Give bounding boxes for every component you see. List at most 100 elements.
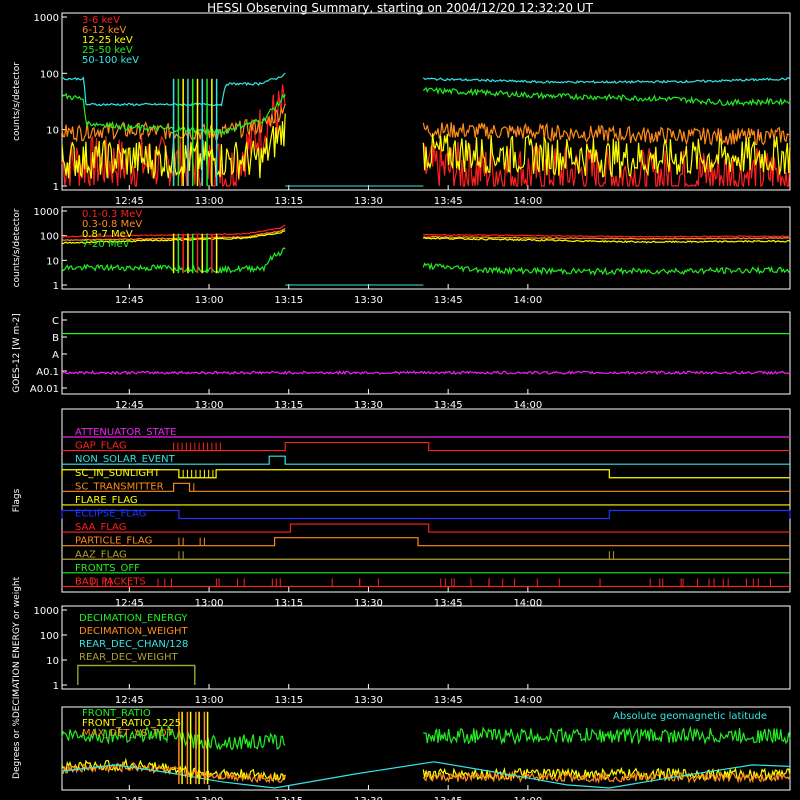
ratios-legend-entry: FRONT_RATIO	[82, 708, 151, 719]
ratios-series-3-line	[61, 761, 791, 789]
flag-line	[62, 523, 790, 533]
high-x-tick-label: 13:15	[274, 295, 303, 306]
decimation-x-tick-label: 13:30	[354, 695, 383, 706]
flag-line	[62, 537, 790, 547]
goes-x-tick-label: 13:15	[274, 400, 303, 411]
high-plot-frame	[61, 206, 791, 290]
flag-label: PARTICLE_FLAG	[75, 536, 152, 547]
flag-label: NON_SOLAR_EVENT	[75, 454, 176, 465]
low-x-tick-label: 13:15	[274, 196, 303, 207]
high-legend-entry: 0.1-0.3 MeV	[82, 209, 142, 220]
low-plot-frame	[61, 12, 791, 191]
flag-line	[61, 469, 790, 479]
ratios-legend-entry: FRONT_RATIO_1225	[82, 718, 181, 729]
flag-label: FLARE_FLAG	[75, 495, 138, 506]
low-x-tick-label: 12:45	[115, 196, 144, 207]
goes-y-tick-label: A	[52, 350, 59, 361]
ratios-x-tick-label: 13:15	[274, 796, 303, 800]
goes-series-1-line	[61, 370, 791, 376]
decimation-plot-frame	[61, 605, 791, 690]
ratios-x-tick-label: 13:00	[195, 796, 224, 800]
low-legend-entry: 12-25 keV	[82, 35, 133, 46]
high-series-3-line	[422, 261, 791, 276]
decimation-legend-entry: REAR_DEC_CHAN/128	[79, 639, 188, 650]
decimation-legend-entry: DECIMATION_ENERGY	[79, 613, 188, 624]
goes-plot-frame	[61, 311, 791, 395]
goes-y-tick-label: B	[52, 333, 59, 344]
decimation-y-tick-label: 100	[40, 631, 59, 642]
high-y-tick-label: 1000	[34, 207, 59, 218]
high-x-tick-label: 12:45	[115, 295, 144, 306]
decimation-legend-entry: REAR_DEC_WEIGHT	[79, 652, 178, 663]
high-y-tick-label: 10	[46, 256, 59, 267]
decimation-x-tick-label: 13:00	[195, 695, 224, 706]
ratios-x-tick-label: 13:45	[434, 796, 463, 800]
ratios-plot-frame	[61, 706, 791, 791]
flags-x-tick-label: 12:45	[115, 598, 144, 609]
flag-line	[62, 455, 790, 465]
low-x-tick-label: 14:00	[513, 196, 542, 207]
ratios-x-tick-label: 13:30	[354, 796, 383, 800]
flag-label: SAA_FLAG	[75, 522, 126, 533]
decimation-series-3-line	[77, 664, 196, 685]
decimation-x-tick-label: 14:00	[513, 695, 542, 706]
flag-label: ATTENUATOR_STATE	[75, 427, 176, 438]
high-legend-entry: 7-20 MeV	[82, 239, 130, 250]
low-legend-entry: 25-50 keV	[82, 45, 133, 56]
ratios-legend-entry: MAX_DET_VS_TOT	[82, 728, 174, 739]
high-legend-entry: 0.8-7 MeV	[82, 229, 133, 240]
decimation-x-tick-label: 12:45	[115, 695, 144, 706]
low-series-2-line	[422, 133, 791, 178]
low-legend-entry: 3-6 keV	[82, 15, 120, 26]
low-x-tick-label: 13:00	[195, 196, 224, 207]
ratios-series-2-line	[61, 761, 286, 784]
low-x-tick-label: 13:45	[434, 196, 463, 207]
flags-x-tick-label: 13:45	[434, 598, 463, 609]
goes-x-tick-label: 13:00	[195, 400, 224, 411]
low-y-axis-label: counts/s/detector	[12, 62, 22, 141]
flags-plot-frame	[61, 408, 791, 593]
ratios-legend-entry: Absolute geomagnetic latitude	[613, 711, 767, 722]
ratios-x-tick-label: 14:00	[513, 796, 542, 800]
flag-line	[62, 441, 790, 452]
goes-y-tick-label: A0.01	[30, 384, 59, 395]
high-x-tick-label: 14:00	[513, 295, 542, 306]
flag-label: SC_IN_SUNLIGHT	[75, 468, 161, 479]
low-y-tick-label: 1	[53, 182, 59, 193]
flags-x-tick-label: 13:30	[354, 598, 383, 609]
goes-y-axis-label: GOES-12 [W m-2]	[12, 313, 22, 393]
flag-label: ECLIPSE_FLAG	[75, 509, 146, 520]
high-legend-entry: 0.3-0.8 MeV	[82, 219, 142, 230]
decimation-x-tick-label: 13:45	[434, 695, 463, 706]
goes-y-tick-label: A0.1	[36, 367, 59, 378]
flag-line	[62, 482, 790, 492]
low-y-tick-label: 100	[40, 69, 59, 80]
flag-line	[61, 509, 791, 520]
high-y-tick-label: 1	[53, 281, 59, 292]
high-series-1-line	[423, 235, 791, 240]
high-series-2-line	[422, 236, 791, 244]
decimation-y-axis-label: DECIMATION ENERGY or weight	[12, 576, 22, 718]
flag-label: AAZ_FLAG	[75, 549, 127, 560]
flag-label: SC_TRANSMITTER	[75, 481, 164, 492]
low-series-4-line	[422, 77, 791, 85]
low-legend-entry: 6-12 keV	[82, 25, 126, 36]
decimation-y-tick-label: 10	[46, 656, 59, 667]
goes-x-tick-label: 12:45	[115, 400, 144, 411]
flag-label: FRONTS_OFF	[75, 563, 140, 574]
flags-x-tick-label: 13:15	[274, 598, 303, 609]
goes-x-tick-label: 13:45	[434, 400, 463, 411]
decimation-y-tick-label: 1	[53, 681, 59, 692]
high-series-0-line	[423, 233, 791, 238]
low-legend-entry: 50-100 keV	[82, 55, 139, 66]
decimation-x-tick-label: 13:15	[274, 695, 303, 706]
flag-label: GAP_FLAG	[75, 441, 127, 452]
low-y-tick-label: 1000	[34, 13, 59, 24]
ratios-series-0-line	[61, 725, 286, 751]
low-series-1-line	[422, 122, 791, 147]
ratios-x-tick-label: 12:45	[115, 796, 144, 800]
high-y-tick-label: 100	[40, 232, 59, 243]
page-title: HESSI Observing Summary, starting on 200…	[207, 1, 593, 15]
decimation-series-0-line	[77, 664, 196, 685]
